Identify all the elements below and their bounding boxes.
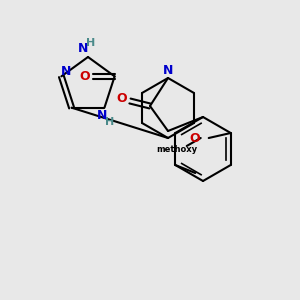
Text: O: O [117,92,127,106]
Text: N: N [61,65,72,78]
Text: H: H [86,38,96,48]
Text: N: N [163,64,173,76]
Text: N: N [97,109,108,122]
Text: O: O [189,131,200,145]
Text: N: N [78,43,88,56]
Text: H: H [105,117,114,127]
Text: O: O [79,70,90,83]
Text: methoxy: methoxy [156,145,197,154]
